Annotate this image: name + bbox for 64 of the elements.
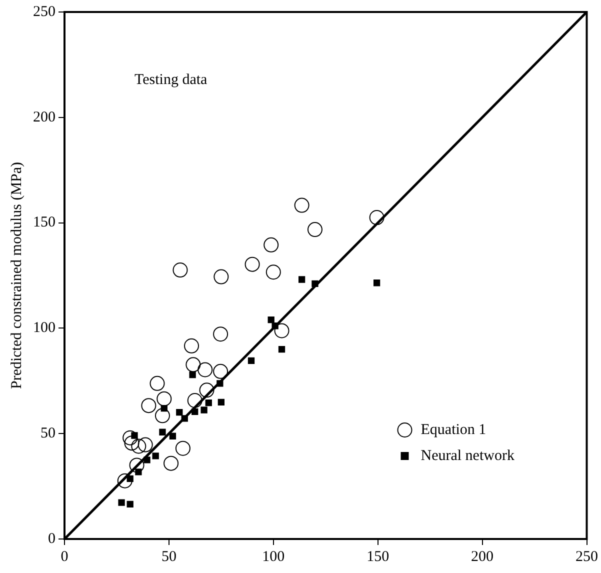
point xyxy=(274,323,290,338)
point xyxy=(150,376,165,391)
point xyxy=(278,346,286,353)
point xyxy=(164,456,179,471)
x-tick-label: 0 xyxy=(60,548,68,565)
point xyxy=(141,398,156,414)
point xyxy=(248,357,255,364)
point xyxy=(124,436,140,451)
point xyxy=(373,280,380,286)
point xyxy=(205,399,212,406)
y-axis-title: Predicted constrained modulus (MPa) xyxy=(8,162,25,390)
point xyxy=(159,428,166,436)
point xyxy=(184,338,200,354)
point xyxy=(198,362,213,378)
point xyxy=(266,264,281,280)
point xyxy=(189,371,196,378)
x-tick-label: 200 xyxy=(471,548,494,565)
y-tick-label: 50 xyxy=(40,426,56,442)
point xyxy=(181,415,188,422)
point xyxy=(175,440,190,456)
y-tick-label: 250 xyxy=(33,4,56,20)
point xyxy=(369,210,384,226)
point xyxy=(192,408,198,416)
point xyxy=(156,391,172,406)
point xyxy=(169,432,176,440)
point xyxy=(294,198,310,213)
point xyxy=(122,430,138,446)
point xyxy=(176,408,183,416)
x-tick-label: 250 xyxy=(576,548,598,565)
annotation: Testing data xyxy=(134,72,208,88)
point xyxy=(129,458,144,473)
point xyxy=(152,452,159,460)
point xyxy=(268,316,274,324)
y-tick-label: 150 xyxy=(33,214,56,231)
point xyxy=(200,406,208,414)
y-tick-label: 0 xyxy=(48,530,56,547)
point xyxy=(214,269,229,284)
point xyxy=(154,408,170,424)
point xyxy=(216,380,224,387)
point xyxy=(264,237,279,252)
point xyxy=(131,438,146,454)
legend-label: Neural network xyxy=(420,448,515,464)
legend-label: Equation 1 xyxy=(420,422,486,438)
point xyxy=(312,280,318,288)
point xyxy=(213,364,228,379)
x-tick-label: 100 xyxy=(262,548,285,565)
point xyxy=(213,326,228,342)
point xyxy=(186,357,201,372)
point xyxy=(144,456,150,464)
point xyxy=(307,222,322,238)
point xyxy=(298,276,306,283)
y-tick-label: 200 xyxy=(33,109,56,126)
point xyxy=(199,382,214,398)
y-tick-label: 100 xyxy=(33,320,56,336)
point xyxy=(118,499,125,506)
x-tick-label: 150 xyxy=(366,548,390,565)
point xyxy=(187,393,202,408)
x-tick-label: 50 xyxy=(161,548,176,565)
point xyxy=(244,256,260,272)
point xyxy=(218,398,225,406)
point xyxy=(126,500,134,508)
point xyxy=(172,262,188,278)
point xyxy=(117,473,132,488)
point xyxy=(138,437,153,452)
